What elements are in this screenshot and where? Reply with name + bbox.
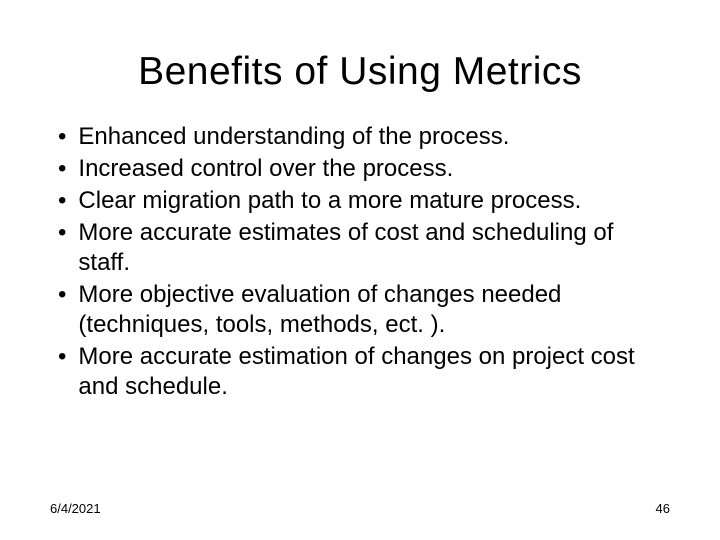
bullet-text: More accurate estimates of cost and sche… xyxy=(78,218,670,278)
bullet-icon: • xyxy=(58,218,66,248)
bullet-icon: • xyxy=(58,280,66,310)
slide-container: Benefits of Using Metrics • Enhanced und… xyxy=(0,0,720,540)
bullet-icon: • xyxy=(58,122,66,152)
list-item: • More objective evaluation of changes n… xyxy=(58,280,670,340)
bullet-text: More accurate estimation of changes on p… xyxy=(78,342,670,402)
bullet-text: Enhanced understanding of the process. xyxy=(78,122,670,152)
list-item: • Clear migration path to a more mature … xyxy=(58,186,670,216)
bullet-text: More objective evaluation of changes nee… xyxy=(78,280,670,340)
bullet-list: • Enhanced understanding of the process.… xyxy=(50,122,670,510)
list-item: • More accurate estimates of cost and sc… xyxy=(58,218,670,278)
list-item: • Increased control over the process. xyxy=(58,154,670,184)
footer-page-number: 46 xyxy=(656,501,670,516)
bullet-icon: • xyxy=(58,154,66,184)
list-item: • More accurate estimation of changes on… xyxy=(58,342,670,402)
slide-footer: 6/4/2021 46 xyxy=(50,501,670,516)
list-item: • Enhanced understanding of the process. xyxy=(58,122,670,152)
bullet-text: Clear migration path to a more mature pr… xyxy=(78,186,670,216)
slide-title: Benefits of Using Metrics xyxy=(50,50,670,94)
footer-date: 6/4/2021 xyxy=(50,501,101,516)
bullet-icon: • xyxy=(58,342,66,372)
bullet-text: Increased control over the process. xyxy=(78,154,670,184)
bullet-icon: • xyxy=(58,186,66,216)
